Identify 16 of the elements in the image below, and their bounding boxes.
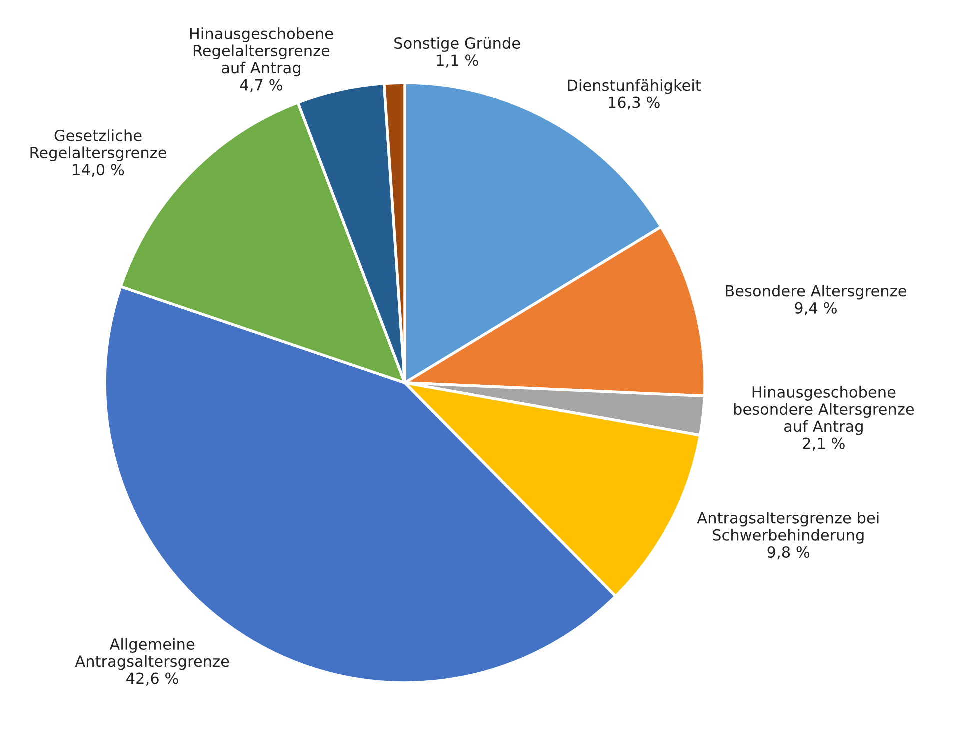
data-label: 42,6 %	[126, 672, 178, 686]
data-label: 9,8 %	[768, 546, 810, 560]
slice-label: Hinausgeschobene Regelaltersgrenze auf Antrag	[190, 28, 334, 77]
slice-label: Dienstunfähigkeit	[568, 79, 702, 94]
slice-label: Antragsaltersgrenze bei Schwerbehinderung	[697, 512, 879, 544]
data-label: 14,0 %	[73, 164, 124, 178]
data-label: 2,1 %	[803, 438, 845, 451]
slice-label: Hinausgeschobene besondere Altersgrenze auf Antrag	[734, 386, 914, 436]
data-label: 9,4 %	[795, 302, 837, 316]
slice-label: Gesetzliche Regelaltersgrenze	[30, 130, 166, 162]
slice-label: Allgemeine Antragsaltersgrenze	[75, 638, 230, 670]
slice-label: Sonstige Gründe	[394, 37, 520, 52]
data-label: 1,1 %	[437, 54, 478, 68]
data-label: 16,3 %	[609, 96, 660, 110]
slice-label: Besondere Altersgrenze	[726, 284, 906, 300]
data-label: 4,7 %	[240, 79, 282, 92]
